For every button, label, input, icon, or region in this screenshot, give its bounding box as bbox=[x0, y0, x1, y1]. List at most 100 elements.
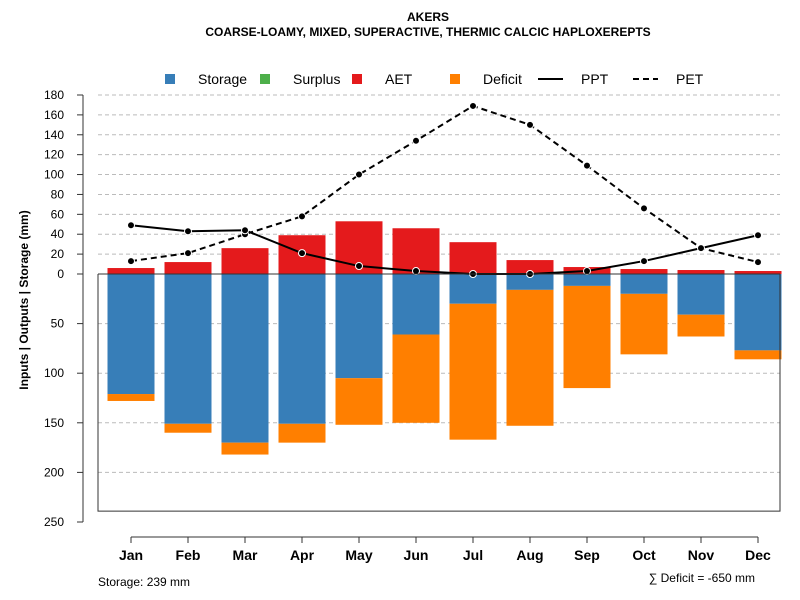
deficit-bar bbox=[734, 350, 782, 360]
y-tick-label: 160 bbox=[44, 108, 64, 122]
y-tick-label: 20 bbox=[51, 247, 65, 261]
y-tick-label: 120 bbox=[44, 148, 64, 162]
storage-bar bbox=[107, 274, 155, 395]
y-tick-label: 180 bbox=[44, 88, 64, 102]
legend-label: PPT bbox=[581, 71, 609, 87]
pet-point bbox=[526, 120, 534, 129]
legend-swatch bbox=[260, 74, 270, 84]
pet-point bbox=[640, 204, 648, 213]
y-tick-label: 40 bbox=[51, 227, 65, 241]
storage-bar bbox=[734, 274, 782, 351]
chart-title: AKERS bbox=[407, 10, 449, 24]
legend: Storage Surplus AET Deficit PPT PET bbox=[165, 71, 704, 87]
legend-swatch bbox=[352, 74, 362, 84]
deficit-bar bbox=[278, 423, 326, 443]
deficit-bar bbox=[392, 334, 440, 423]
aet-bar bbox=[392, 228, 440, 274]
y-axis-label: Inputs | Outputs | Storage (mm) bbox=[17, 210, 31, 389]
aet-bar bbox=[506, 260, 554, 274]
deficit-bar bbox=[221, 442, 269, 455]
storage-bar bbox=[677, 274, 725, 315]
legend-label: AET bbox=[385, 71, 413, 87]
legend-swatch bbox=[165, 74, 175, 84]
x-tick-label: Oct bbox=[632, 547, 656, 563]
deficit-bar bbox=[449, 303, 497, 440]
deficit-bar bbox=[335, 378, 383, 425]
pet-line bbox=[130, 104, 759, 264]
deficit-bar bbox=[164, 423, 212, 433]
legend-label: Surplus bbox=[293, 71, 340, 87]
pet-point bbox=[412, 136, 420, 145]
x-tick-label: Nov bbox=[688, 547, 715, 563]
pet-point bbox=[583, 161, 591, 170]
y-tick-label: 200 bbox=[44, 465, 64, 479]
storage-bar bbox=[506, 274, 554, 290]
ppt-point bbox=[184, 227, 192, 236]
aet-bar bbox=[734, 271, 782, 274]
x-tick-label: Jul bbox=[463, 547, 483, 563]
x-tick-label: Feb bbox=[176, 547, 201, 563]
ppt-point bbox=[127, 221, 135, 230]
deficit-footnote: ∑ Deficit = -650 mm bbox=[649, 571, 755, 585]
deficit-bar bbox=[620, 293, 668, 355]
aet-bar bbox=[449, 242, 497, 274]
chart-subtitle: COARSE-LOAMY, MIXED, SUPERACTIVE, THERMI… bbox=[205, 25, 650, 39]
storage-bar bbox=[392, 274, 440, 335]
x-tick-label: Jan bbox=[119, 547, 143, 563]
storage-bar bbox=[620, 274, 668, 294]
pet-point bbox=[127, 257, 135, 266]
storage-footnote: Storage: 239 mm bbox=[98, 575, 190, 589]
y-tick-label: 250 bbox=[44, 515, 64, 529]
pet-point bbox=[298, 212, 306, 221]
ppt-point bbox=[754, 231, 762, 240]
storage-bar bbox=[563, 274, 611, 286]
x-tick-label: Mar bbox=[233, 547, 258, 563]
ppt-point bbox=[640, 257, 648, 266]
storage-capacity-box bbox=[97, 274, 781, 512]
ppt-point bbox=[697, 244, 705, 253]
pet-point bbox=[469, 101, 477, 110]
aet-bar bbox=[164, 262, 212, 274]
lines bbox=[127, 101, 762, 278]
x-tick-label: Aug bbox=[516, 547, 543, 563]
storage-bar bbox=[221, 274, 269, 443]
pet-point bbox=[754, 258, 762, 267]
legend-swatch bbox=[450, 74, 460, 84]
y-tick-label: 140 bbox=[44, 128, 64, 142]
y-tick-label: 80 bbox=[51, 187, 65, 201]
x-tick-label: Sep bbox=[574, 547, 600, 563]
deficit-bar bbox=[677, 314, 725, 337]
aet-bar bbox=[221, 248, 269, 274]
legend-label: PET bbox=[676, 71, 704, 87]
storage-bar bbox=[164, 274, 212, 424]
ppt-point bbox=[298, 249, 306, 258]
y-tick-label: 60 bbox=[51, 207, 65, 221]
y-tick-label: 50 bbox=[51, 317, 65, 331]
ppt-point bbox=[583, 267, 591, 276]
y-tick-label: 150 bbox=[44, 416, 64, 430]
storage-bar bbox=[278, 274, 326, 424]
axes: 18016014012010080604020050100150200250Ja… bbox=[44, 88, 781, 563]
ppt-point bbox=[241, 226, 249, 235]
pet-point bbox=[355, 170, 363, 179]
y-tick-label: 100 bbox=[44, 168, 64, 182]
deficit-bar bbox=[107, 394, 155, 401]
ppt-point bbox=[355, 262, 363, 271]
aet-bar bbox=[620, 269, 668, 274]
y-tick-label: 100 bbox=[44, 366, 64, 380]
bars bbox=[107, 221, 782, 455]
x-tick-label: May bbox=[345, 547, 372, 563]
ppt-line bbox=[130, 224, 759, 275]
y-tick-label: 0 bbox=[57, 267, 64, 281]
x-tick-label: Jun bbox=[404, 547, 429, 563]
ppt-point bbox=[412, 267, 420, 276]
storage-bar bbox=[335, 274, 383, 379]
aet-bar bbox=[677, 270, 725, 274]
storage-bar bbox=[449, 274, 497, 304]
x-tick-label: Dec bbox=[745, 547, 771, 563]
deficit-bar bbox=[563, 285, 611, 389]
x-tick-label: Apr bbox=[290, 547, 315, 563]
deficit-bar bbox=[506, 289, 554, 426]
legend-label: Deficit bbox=[483, 71, 522, 87]
